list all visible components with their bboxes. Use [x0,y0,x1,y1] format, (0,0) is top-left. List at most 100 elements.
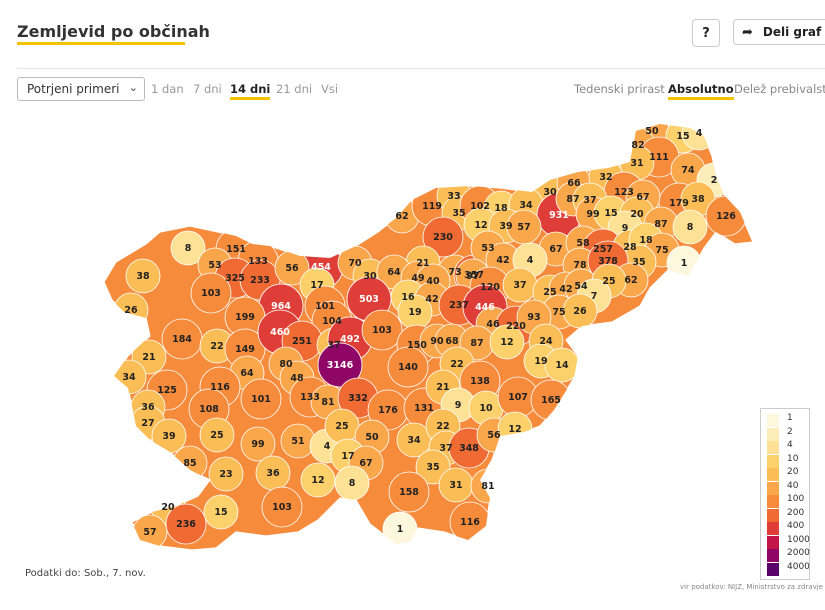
municipality-value-label: 31 [630,158,643,169]
municipality-value-label: 85 [183,458,196,469]
legend-swatch [767,522,779,535]
municipality-value-label: 9 [622,223,629,234]
municipality-region[interactable] [317,342,363,388]
municipality-value-label: 931 [549,210,569,221]
municipality-value-label: 102 [470,201,490,212]
municipality-value-label: 97 [466,271,479,282]
municipality-value-label: 35 [426,462,439,473]
municipality-value-label: 58 [576,238,590,249]
range-14-days[interactable]: 14 dni [230,82,271,100]
legend-swatch [767,562,779,576]
legend-swatch [767,535,779,549]
municipality-value-label: 12 [474,220,487,231]
municipality-region[interactable] [388,471,430,513]
municipality-region[interactable] [240,378,282,420]
municipality-value-label: 40 [426,276,440,287]
municipality-value-label: 46 [486,319,500,330]
municipality-value-label: 25 [210,430,223,441]
municipality-value-label: 140 [398,362,418,373]
municipality-value-label: 80 [279,359,293,370]
municipality-value-label: 30 [363,271,377,282]
municipality-value-label: 90 [430,336,444,347]
range-21-days[interactable]: 21 dni [276,82,313,96]
municipality-value-label: 21 [436,382,449,393]
municipality-value-label: 18 [494,203,508,214]
municipality-value-label: 119 [422,201,442,212]
municipality-value-label: 49 [411,273,424,284]
municipality-region[interactable] [240,426,276,462]
municipality-value-label: 149 [235,344,255,355]
data-source: vir podatkov: NIJZ, Ministrstvo za zdrav… [680,583,823,591]
municipality-region[interactable] [489,324,525,360]
chevron-down-icon: ⌄ [128,81,138,94]
municipality-value-label: 233 [250,275,270,286]
mode-weekly-growth[interactable]: Tedenski prirast [574,82,665,96]
municipality-value-label: 9 [455,400,462,411]
municipality-value-label: 4 [324,441,331,452]
municipality-value-label: 12 [311,475,324,486]
municipality-region[interactable] [361,309,403,351]
municipality-region[interactable] [208,456,244,492]
municipality-region[interactable] [165,503,207,545]
help-button[interactable]: ? [692,19,720,47]
range-all[interactable]: Vsi [321,82,339,96]
metric-dropdown[interactable]: Potrjeni primeri ⌄ [17,77,145,101]
municipality-region[interactable] [190,272,232,314]
municipality-value-label: 15 [214,507,227,518]
legend-swatch [767,468,779,481]
legend-label: 4000 [787,561,810,572]
municipality-value-label: 503 [359,294,379,305]
municipality-value-label: 220 [506,321,526,332]
municipality-value-label: 50 [645,126,659,137]
municipality-value-label: 8 [185,243,192,254]
municipality-value-label: 24 [539,336,553,347]
municipality-value-label: 37 [439,443,452,454]
municipality-value-label: 103 [201,288,221,299]
municipality-region[interactable] [125,258,161,294]
municipality-region[interactable] [261,486,303,528]
municipality-value-label: 62 [624,275,637,286]
municipality-value-label: 64 [387,267,401,278]
municipality-value-label: 179 [669,198,689,209]
legend-swatch [767,441,779,454]
municipality-value-label: 56 [487,430,501,441]
share-button[interactable]: ➦ Deli graf na [733,19,825,45]
municipality-value-label: 125 [157,385,177,396]
municipality-value-label: 111 [649,152,669,163]
municipality-value-label: 108 [199,404,219,415]
municipality-value-label: 251 [292,336,312,347]
municipality-region[interactable] [203,494,239,530]
municipality-value-label: 64 [240,368,254,379]
municipality-value-label: 36 [141,402,155,413]
municipality-value-label: 237 [449,300,469,311]
mode-absolute[interactable]: Absolutno [668,82,734,100]
range-1-day[interactable]: 1 dan [151,82,184,96]
municipality-value-label: 21 [416,258,429,269]
municipality-region[interactable] [672,209,708,245]
municipality-value-label: 17 [341,451,354,462]
municipality-value-label: 93 [527,312,540,323]
municipality-value-label: 81 [481,481,494,492]
municipality-region[interactable] [387,346,429,388]
municipality-region[interactable] [422,216,464,258]
municipality-value-label: 23 [219,469,232,480]
municipality-region[interactable] [199,417,235,453]
municipality-value-label: 123 [614,187,634,198]
mode-population-share[interactable]: Delež prebivalstva [734,82,825,96]
municipality-region[interactable] [170,230,206,266]
municipality-value-label: 67 [549,244,562,255]
legend-label: 20 [787,467,799,477]
share-icon: ➦ [742,24,753,40]
municipality-value-label: 348 [459,443,479,454]
municipality-value-label: 53 [208,260,221,271]
municipality-value-label: 30 [543,187,557,198]
municipality-value-label: 33 [447,191,460,202]
municipality-value-label: 116 [460,517,480,528]
municipality-value-label: 16 [401,292,415,303]
header-divider [17,68,825,69]
municipality-value-label: 26 [124,305,138,316]
legend-label: 400 [787,521,805,531]
range-7-days[interactable]: 7 dni [193,82,222,96]
municipality-value-label: 230 [433,232,453,243]
